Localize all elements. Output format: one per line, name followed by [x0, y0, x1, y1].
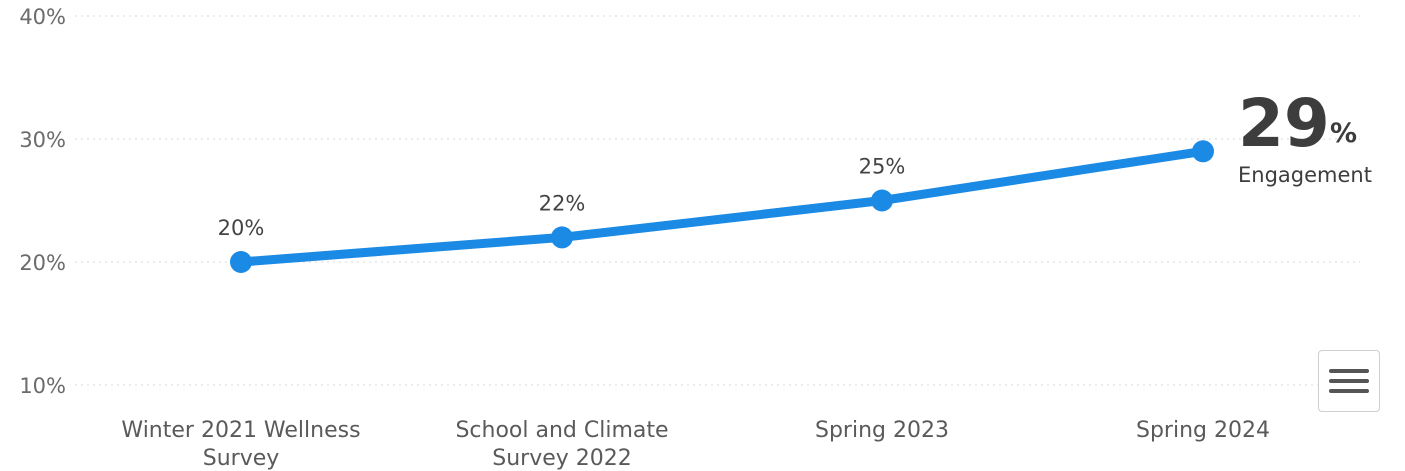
- series-line: [236, 146, 1208, 267]
- highlight-value: 29: [1238, 85, 1330, 162]
- x-category-label: Spring 2024: [1136, 418, 1270, 443]
- highlight-unit: %: [1330, 118, 1357, 149]
- data-label: 22%: [539, 191, 586, 215]
- x-category-label: Winter 2021 Wellness Survey: [121, 418, 360, 471]
- data-labels: 20% 22% 25%: [218, 155, 906, 241]
- chart-menu-button[interactable]: [1318, 350, 1380, 412]
- data-label: 20%: [218, 216, 265, 240]
- x-category-label: School and Climate Survey 2022: [455, 418, 668, 471]
- x-category-label: Spring 2023: [815, 418, 949, 443]
- gridlines: [75, 15, 1360, 386]
- y-tick-label: 20%: [19, 251, 66, 275]
- data-label: 25%: [859, 155, 906, 179]
- hamburger-menu-icon: [1329, 363, 1369, 399]
- x-axis-categories: Winter 2021 Wellness Survey School and Cli…: [121, 418, 1270, 471]
- data-point: [230, 251, 252, 273]
- y-tick-label: 40%: [19, 5, 66, 29]
- y-tick-label: 10%: [19, 374, 66, 398]
- data-points: [230, 140, 1214, 273]
- y-tick-label: 30%: [19, 128, 66, 152]
- y-axis-ticks: 10% 20% 30% 40%: [19, 5, 66, 398]
- data-point: [1192, 140, 1214, 163]
- highlight-callout: 29 % Engagement: [1238, 85, 1372, 187]
- data-point: [871, 189, 893, 212]
- data-point: [551, 226, 573, 249]
- highlight-label: Engagement: [1238, 163, 1372, 187]
